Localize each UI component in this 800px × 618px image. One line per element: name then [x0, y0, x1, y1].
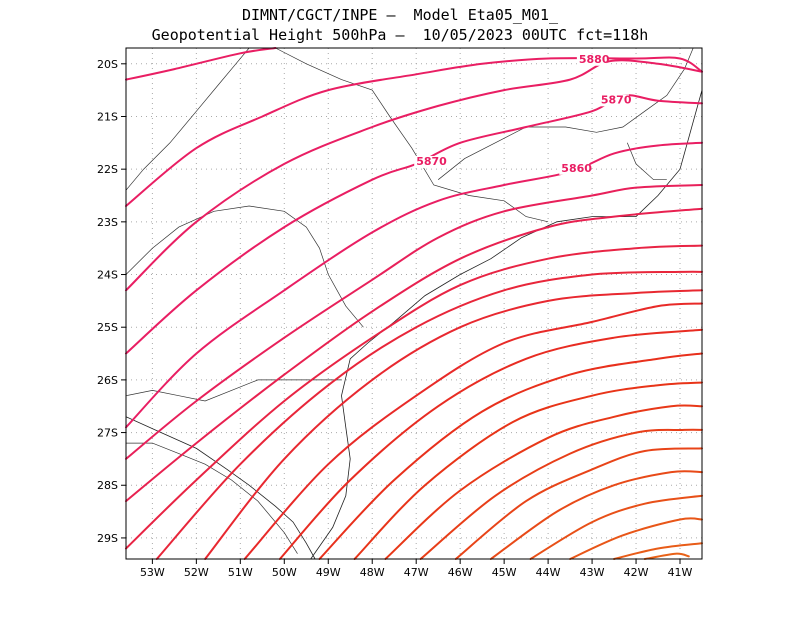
contour-label: 5870	[416, 155, 447, 168]
contour-line	[243, 302, 703, 560]
contour-line	[125, 47, 277, 81]
contour-line	[204, 289, 703, 560]
state-border	[125, 379, 342, 402]
y-tick-label: 22S	[97, 163, 118, 176]
geography-layer	[125, 47, 703, 560]
contour-line	[125, 244, 703, 550]
state-border	[626, 142, 667, 181]
x-tick-label: 49W	[316, 566, 341, 579]
state-border	[126, 442, 298, 554]
state-border	[125, 205, 364, 328]
grid-layer	[126, 48, 702, 559]
y-tick-label: 24S	[97, 269, 118, 282]
state-border	[125, 47, 250, 191]
x-tick-label: 48W	[360, 566, 385, 579]
contour-line	[384, 404, 703, 560]
contour-label: 5860	[561, 162, 592, 175]
coastline	[125, 416, 316, 560]
contour-line	[353, 381, 703, 560]
contour-line	[419, 428, 703, 560]
contour-label-bg	[559, 162, 590, 175]
contour-line	[125, 141, 703, 429]
x-tick-label: 42W	[624, 566, 649, 579]
contour-line	[613, 542, 703, 560]
y-tick-label: 20S	[97, 58, 118, 71]
contour-line	[454, 447, 703, 560]
state-border	[275, 47, 549, 223]
x-tick-label: 51W	[228, 566, 253, 579]
contour-label: 5870	[601, 93, 632, 106]
map-frame	[125, 47, 703, 560]
state-border	[437, 47, 694, 180]
y-tick-label: 25S	[97, 321, 118, 334]
x-tick-label: 44W	[536, 566, 561, 579]
contour-line	[318, 352, 703, 560]
tick-layer: 53W 52W 51W 50W 49W 48W 47W 46W 45W 44W 43W 42W 41W 2…	[97, 58, 693, 579]
y-tick-label: 27S	[97, 427, 118, 440]
contour-line	[155, 270, 703, 560]
contour-label-bg	[598, 94, 629, 107]
x-tick-label: 45W	[492, 566, 517, 579]
title-line-2: Geopotential Height 500hPa – 10/05/2023 …	[151, 26, 649, 44]
x-tick-label: 41W	[668, 566, 693, 579]
contour-line	[489, 470, 703, 560]
contour-line	[125, 207, 703, 503]
y-tick-label: 23S	[97, 216, 118, 229]
contour-line	[125, 184, 703, 460]
y-tick-label: 29S	[97, 532, 118, 545]
contour-label: 5880	[579, 53, 610, 66]
title-line-1: DIMNT/CGCT/INPE – Model Eta05_M01_	[241, 6, 559, 24]
contour-line	[125, 94, 703, 355]
y-tick-label: 28S	[97, 479, 118, 492]
x-tick-label: 52W	[184, 566, 209, 579]
contour-line	[125, 56, 703, 207]
contour-layer	[125, 47, 703, 560]
contour-line	[529, 494, 703, 560]
contour-label-bg	[414, 155, 445, 168]
x-tick-label: 47W	[404, 566, 429, 579]
contour-line	[125, 59, 703, 292]
contour-label-layer: 5880 5870 5870 5860	[414, 53, 632, 175]
y-tick-label: 26S	[97, 374, 118, 387]
contour-line	[278, 328, 703, 560]
y-tick-label: 21S	[97, 110, 118, 123]
x-tick-label: 50W	[272, 566, 297, 579]
contour-line	[643, 552, 690, 560]
x-tick-label: 43W	[580, 566, 605, 579]
contour-label-bg	[576, 53, 607, 66]
contour-line	[569, 517, 703, 560]
x-tick-label: 53W	[140, 566, 165, 579]
x-tick-label: 46W	[448, 566, 473, 579]
coastline	[310, 89, 703, 560]
